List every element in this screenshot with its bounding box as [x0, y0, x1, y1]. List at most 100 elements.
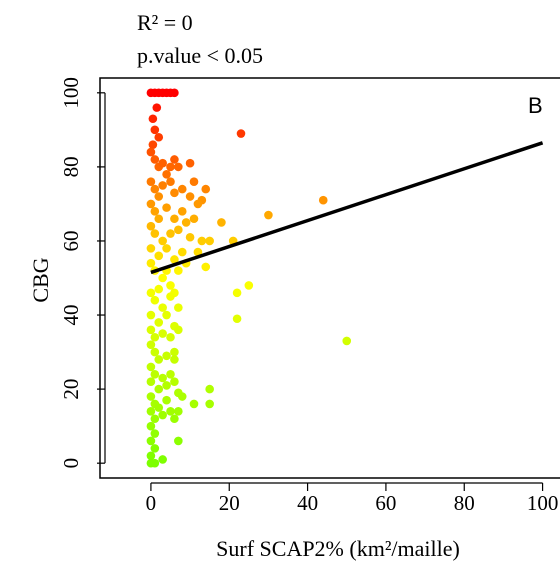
data-point — [166, 177, 175, 187]
x-tick-label: 20 — [219, 491, 240, 515]
data-point — [205, 236, 214, 246]
data-point — [166, 229, 175, 238]
data-point — [174, 325, 183, 335]
data-point — [158, 410, 167, 420]
data-point — [162, 310, 171, 320]
data-point — [146, 244, 156, 253]
data-point — [174, 162, 183, 172]
data-point — [166, 292, 175, 301]
x-tick-label: 80 — [454, 491, 475, 515]
data-point — [146, 288, 156, 298]
data-point — [150, 184, 160, 194]
data-point — [146, 421, 156, 431]
data-point — [162, 169, 171, 179]
data-point — [174, 266, 183, 275]
data-point — [170, 188, 179, 198]
data-point — [150, 207, 160, 216]
p-value-label: p.value < 0.05 — [137, 43, 263, 68]
data-point — [166, 281, 175, 290]
data-point — [236, 129, 246, 138]
data-point — [166, 369, 175, 379]
data-point — [146, 451, 156, 461]
data-point — [154, 403, 164, 412]
data-point — [158, 373, 167, 383]
data-point — [146, 310, 156, 320]
y-tick-label: 60 — [59, 230, 83, 251]
data-point — [170, 355, 179, 364]
data-point — [197, 236, 207, 246]
y-axis-label: CBG — [28, 257, 53, 302]
data-point — [318, 195, 328, 205]
data-point — [244, 281, 254, 290]
data-point — [150, 347, 160, 357]
data-point — [148, 114, 158, 124]
data-point — [146, 407, 156, 416]
data-point — [150, 429, 160, 438]
y-tick-label: 80 — [59, 156, 83, 177]
data-point — [177, 247, 187, 257]
data-point — [146, 362, 156, 372]
data-point — [162, 203, 171, 212]
data-point — [150, 295, 160, 305]
y-tick-label: 40 — [59, 305, 83, 326]
data-point — [170, 255, 179, 264]
data-point — [170, 377, 179, 387]
data-point — [158, 329, 167, 338]
data-point — [185, 192, 195, 201]
data-point — [158, 273, 167, 283]
data-point — [146, 258, 156, 268]
data-point — [232, 314, 242, 324]
data-point — [217, 218, 226, 227]
data-point — [158, 303, 167, 312]
data-point — [150, 229, 160, 238]
data-point — [162, 351, 171, 361]
data-point — [154, 132, 164, 142]
data-point — [170, 88, 179, 98]
data-point — [146, 147, 156, 157]
data-point — [146, 377, 156, 387]
data-point — [166, 332, 175, 342]
data-point — [158, 236, 167, 246]
data-point — [154, 318, 164, 327]
data-point — [148, 140, 158, 149]
data-point — [154, 214, 164, 224]
plot-frame — [99, 77, 560, 479]
data-point — [170, 414, 179, 424]
data-point — [189, 214, 199, 224]
data-point — [146, 392, 156, 401]
data-point — [185, 158, 195, 168]
data-point — [177, 392, 187, 401]
data-point — [189, 177, 199, 187]
data-point — [150, 155, 160, 164]
data-point — [189, 399, 199, 409]
data-point — [205, 384, 214, 394]
panel-letter: B — [528, 93, 543, 118]
data-point — [166, 162, 175, 172]
x-tick-label: 0 — [146, 491, 157, 515]
data-point — [174, 225, 183, 235]
data-point — [185, 232, 195, 242]
data-point — [205, 399, 214, 409]
x-axis-label: Surf SCAP2% (km²/maille) — [216, 536, 460, 561]
data-point — [174, 436, 183, 446]
data-point — [158, 181, 167, 190]
x-tick-label: 60 — [375, 491, 396, 515]
y-tick-label: 20 — [59, 379, 83, 400]
data-point — [174, 303, 183, 312]
data-point — [232, 288, 242, 298]
data-point — [166, 407, 175, 416]
data-point — [146, 177, 156, 187]
data-point — [150, 458, 160, 468]
data-point — [170, 214, 179, 224]
data-point — [158, 158, 167, 168]
data-point — [158, 455, 167, 464]
data-point — [162, 244, 171, 253]
regression-line — [150, 141, 544, 275]
data-point — [146, 221, 156, 231]
data-point — [342, 336, 352, 346]
data-point — [150, 414, 160, 424]
data-point — [150, 332, 160, 342]
data-point — [170, 155, 179, 164]
data-point — [146, 325, 156, 335]
